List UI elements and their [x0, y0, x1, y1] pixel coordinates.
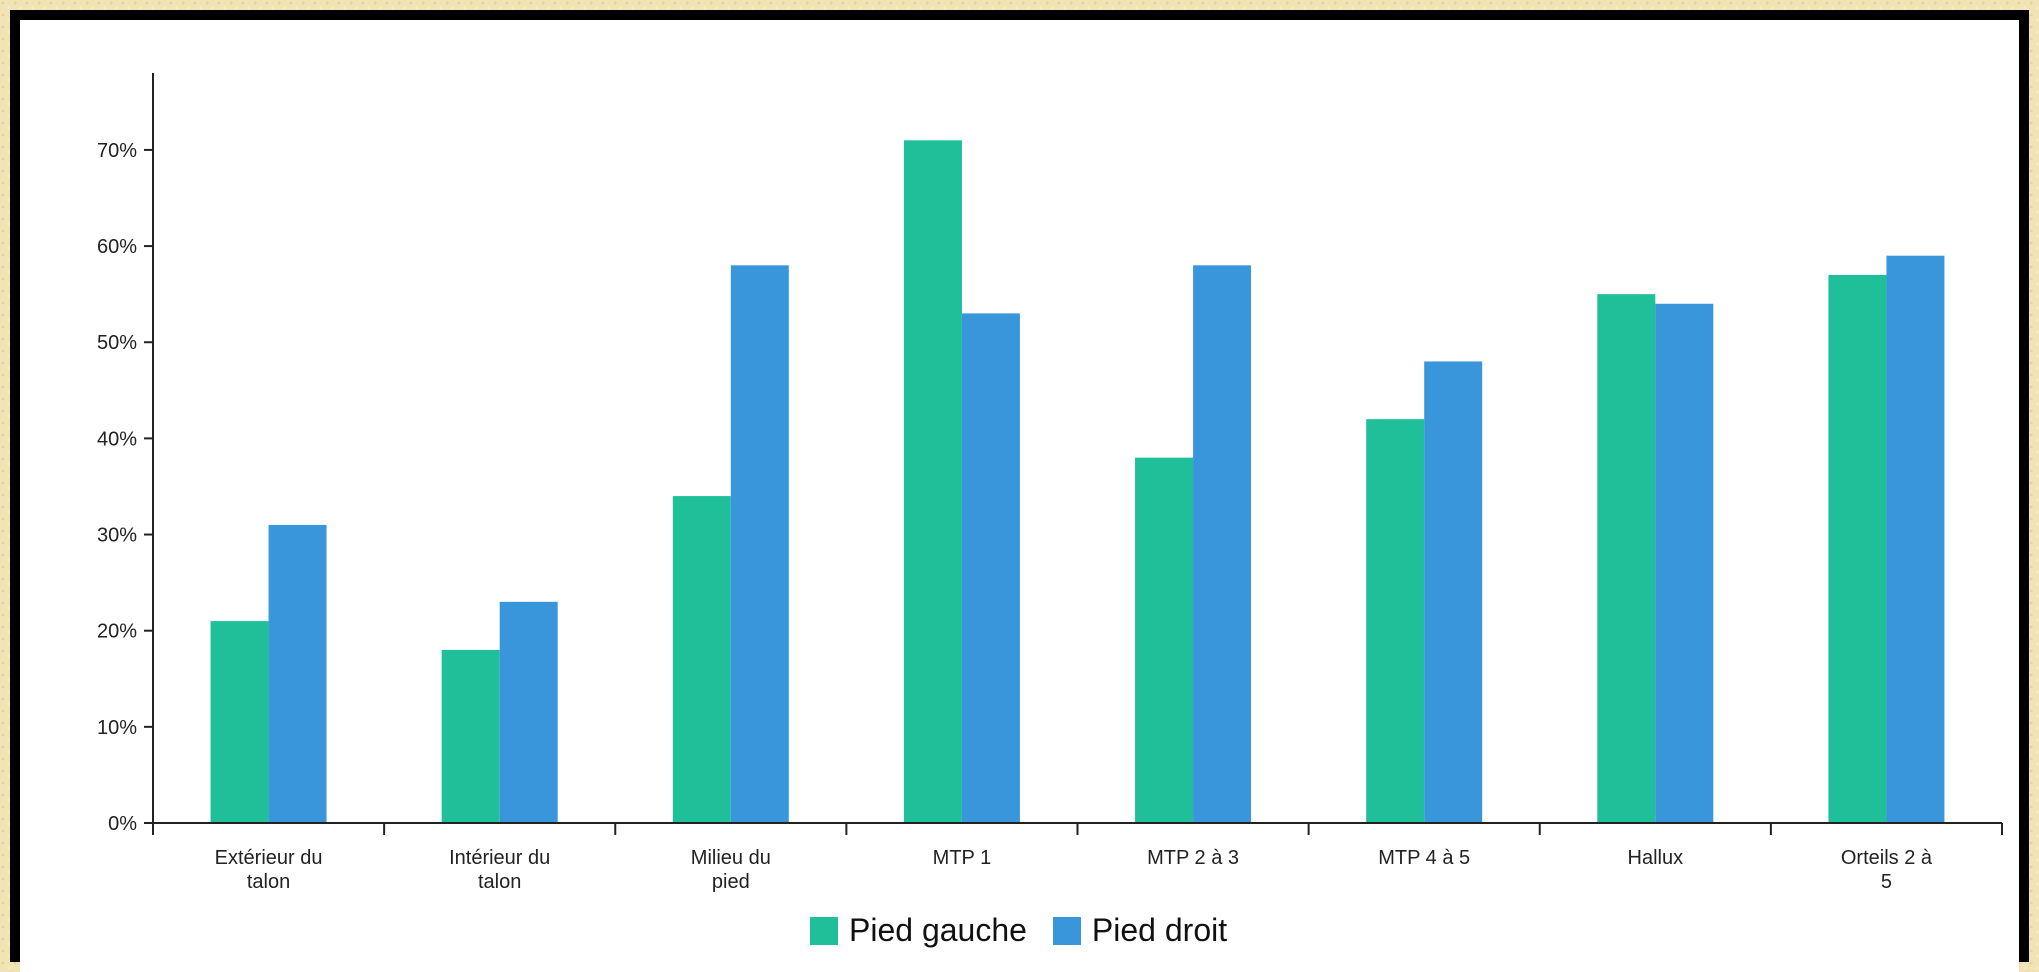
x-tick-label-6-0: Hallux — [1628, 847, 1684, 869]
x-tick-label-1-1: talon — [478, 871, 521, 893]
legend-item-left-foot: Pied gauche — [810, 912, 1027, 949]
legend-swatch-left-foot — [810, 916, 838, 945]
x-tick-label-1-0: Intérieur du — [449, 847, 550, 869]
bar-left-foot-5 — [1366, 419, 1425, 823]
bar-right-foot-5 — [1424, 361, 1483, 823]
legend-swatch-right-foot — [1052, 916, 1081, 945]
bar-left-foot-7 — [1828, 274, 1887, 823]
bar-left-foot-4 — [1135, 457, 1194, 823]
x-tick-label-4-0: MTP 2 à 3 — [1147, 847, 1239, 869]
y-tick-label-3: 30% — [97, 525, 137, 547]
chart-legend: Pied gauche Pied droit — [810, 912, 1253, 949]
bar-right-foot-3 — [961, 313, 1020, 823]
chart-panel: 0% 10% 20% 30% 40% 50% 60% 70% Extérieur du talon… — [20, 20, 2019, 972]
bar-left-foot-1 — [441, 649, 500, 823]
bar-right-foot-6 — [1655, 303, 1714, 823]
legend-label-left-foot: Pied gauche — [849, 912, 1027, 948]
x-tick-label-2-0: Milieu du — [691, 847, 771, 869]
y-tick-label-4: 40% — [97, 428, 137, 450]
x-tick-label-2-1: pied — [712, 871, 750, 893]
x-tick-label-3-0: MTP 1 — [933, 847, 992, 869]
bar-right-foot-4 — [1193, 265, 1252, 823]
y-tick-label-6: 60% — [97, 236, 137, 258]
bar-right-foot-2 — [730, 265, 789, 823]
bar-left-foot-2 — [672, 496, 731, 823]
bar-right-foot-1 — [499, 601, 558, 823]
x-tick-label-0-1: talon — [247, 871, 290, 893]
legend-label-right-foot: Pied droit — [1091, 912, 1228, 948]
bar-right-foot-7 — [1886, 255, 1945, 823]
x-tick-label-7-1: 5 — [1881, 871, 1892, 893]
bar-left-foot-0 — [210, 621, 269, 823]
bar-chart: 0%10%20%30%40%50%60%70%Extérieur dutalon… — [97, 73, 2003, 893]
legend-item-right-foot: Pied droit — [1052, 912, 1228, 949]
bar-left-foot-6 — [1597, 294, 1656, 824]
y-tick-label-5: 50% — [97, 332, 137, 354]
bar-right-foot-0 — [268, 524, 327, 823]
y-tick-label-2: 20% — [97, 621, 137, 643]
y-tick-label-1: 10% — [97, 717, 137, 739]
x-tick-label-7-0: Orteils 2 à — [1841, 847, 1933, 869]
y-tick-label-7: 70% — [97, 140, 137, 162]
y-tick-label-0: 0% — [108, 813, 137, 835]
x-tick-label-0-0: Extérieur du — [215, 847, 323, 869]
x-tick-label-5-0: MTP 4 à 5 — [1378, 847, 1470, 869]
bar-left-foot-3 — [903, 140, 962, 824]
